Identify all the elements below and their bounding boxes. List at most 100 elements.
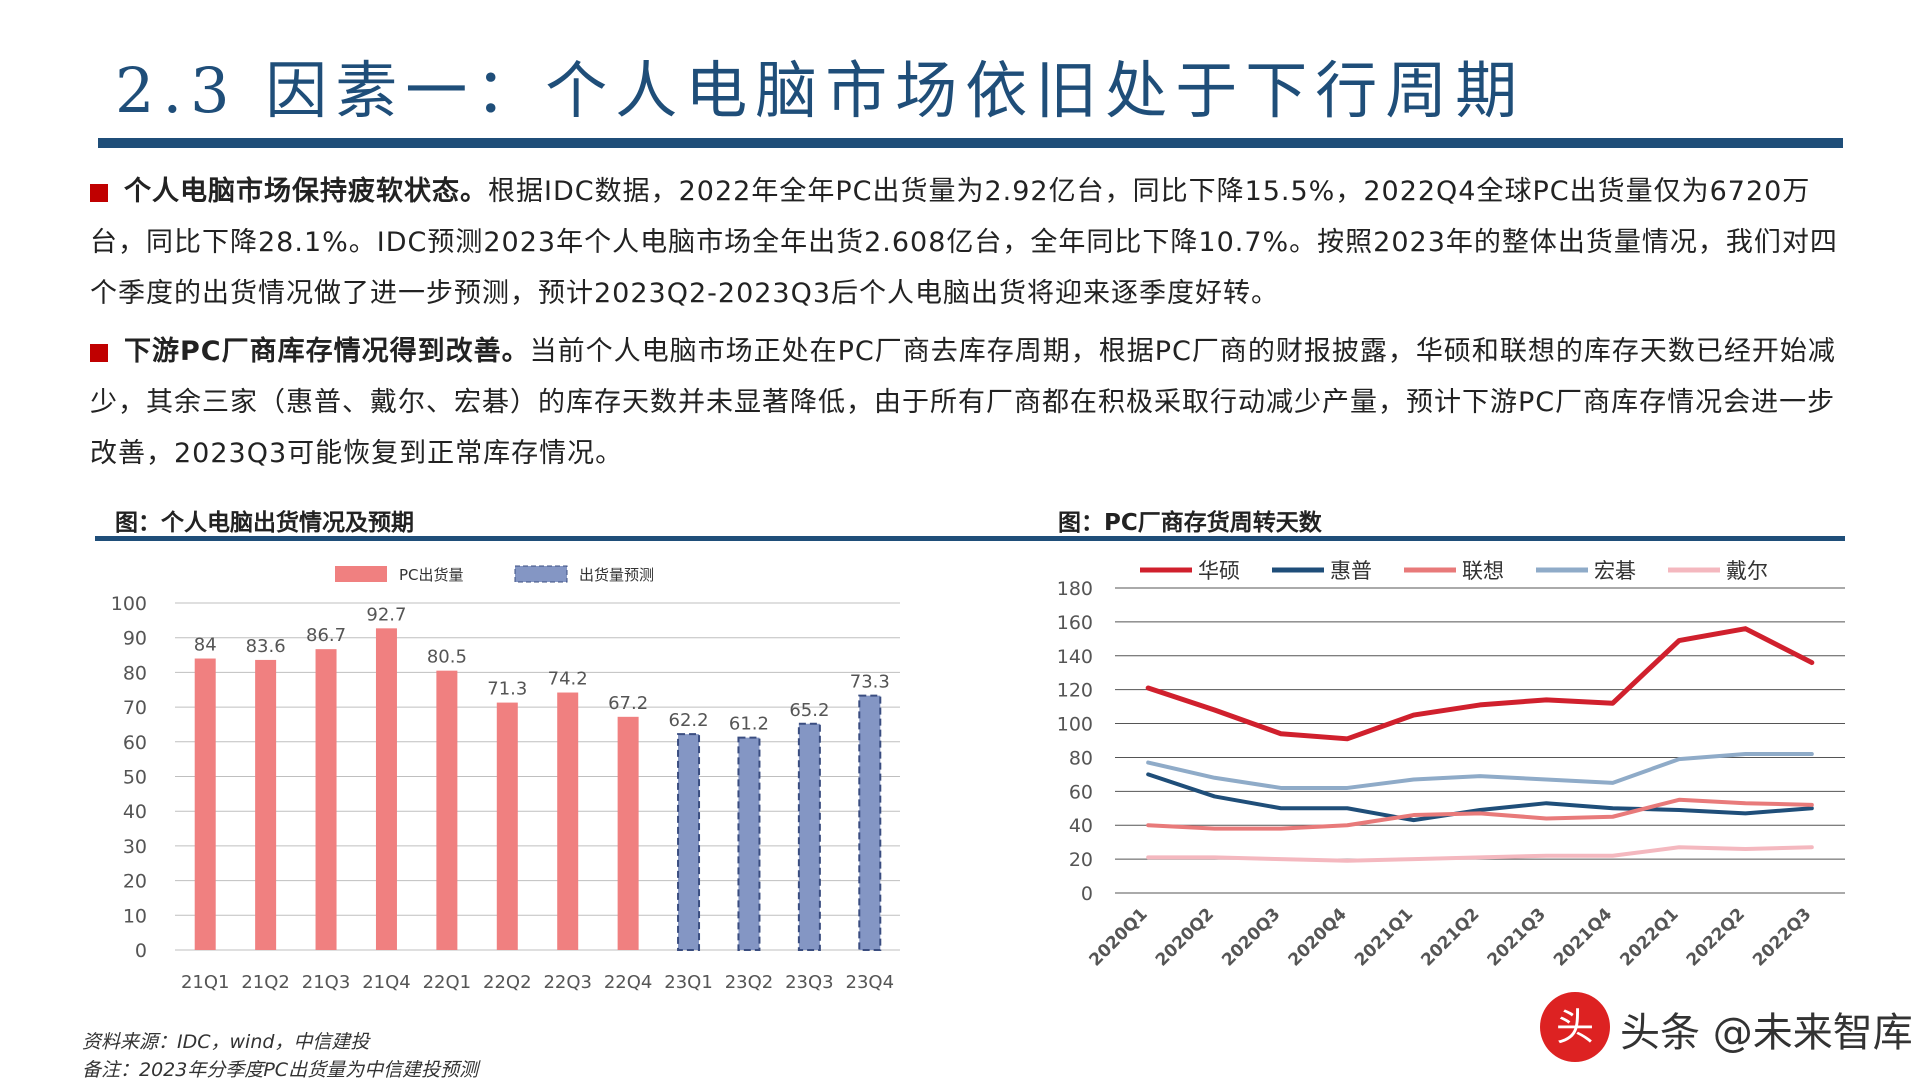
shipments-bar-chart: PC出货量 出货量预测 0 10 20 30 40 50 60 70 80 90 100 84 21Q1 83… — [111, 565, 900, 993]
y-tick-label: 140 — [1057, 646, 1093, 668]
series-line-华硕 — [1145, 626, 1815, 742]
x-tick-label: 22Q2 — [483, 972, 532, 993]
data-label: 61.2 — [729, 714, 769, 735]
data-label: 74.2 — [548, 669, 588, 690]
y-tick-label: 70 — [123, 697, 147, 719]
shipment-bar — [255, 659, 277, 950]
y-tick-label: 180 — [1057, 578, 1093, 600]
y-tick-label: 0 — [1081, 883, 1093, 905]
legend-label: 出货量预测 — [579, 566, 654, 584]
data-label: 67.2 — [608, 693, 648, 714]
shipment-bar — [315, 649, 337, 950]
data-label: 73.3 — [850, 672, 890, 693]
forecast-bar — [858, 694, 882, 951]
y-tick-label: 120 — [1057, 680, 1093, 702]
x-tick-label: 21Q2 — [241, 972, 290, 993]
legend-label: 惠普 — [1330, 559, 1372, 583]
source-line: 资料来源：IDC，wind，中信建投 — [82, 1031, 370, 1053]
legend-label: 联想 — [1462, 559, 1504, 583]
x-tick-label: 23Q1 — [664, 972, 713, 993]
data-label: 92.7 — [366, 604, 406, 625]
y-tick-label: 40 — [1069, 815, 1093, 837]
x-tick-label: 21Q1 — [181, 972, 230, 993]
y-tick-label: 60 — [1069, 781, 1093, 803]
y-tick-label: 0 — [135, 940, 147, 962]
data-label: 65.2 — [789, 700, 829, 721]
data-label: 83.6 — [246, 636, 286, 657]
note-line: 备注：2023年分季度PC出货量为中信建投预测 — [82, 1059, 479, 1081]
data-label: 80.5 — [427, 647, 467, 668]
y-tick-label: 50 — [123, 767, 147, 789]
y-tick-label: 20 — [123, 871, 147, 893]
y-tick-label: 10 — [123, 905, 147, 927]
figure-title-right: 图：PC厂商存货周转天数 — [1058, 510, 1322, 536]
y-tick-label: 30 — [123, 836, 147, 858]
legend-label: 戴尔 — [1726, 559, 1768, 583]
x-tick-label: 2020Q1 — [1086, 904, 1152, 970]
legend-label: PC出货量 — [399, 566, 464, 584]
x-tick-label: 2020Q2 — [1152, 904, 1218, 970]
x-tick-label: 21Q4 — [362, 972, 411, 993]
data-label: 84 — [194, 635, 217, 656]
shipment-bar — [194, 658, 216, 950]
bullet-paragraph-2: 下游PC厂商库存情况得到改善。当前个人电脑市场正处在PC厂商去库存周期，根据PC… — [90, 326, 1860, 479]
x-tick-label: 2021Q4 — [1550, 904, 1616, 970]
x-tick-label: 23Q4 — [846, 972, 895, 993]
shipment-bar — [496, 702, 518, 950]
bullet-square-icon — [90, 183, 108, 202]
x-tick-label: 2022Q3 — [1749, 904, 1815, 970]
x-tick-label: 22Q4 — [604, 972, 653, 993]
x-tick-label: 2021Q2 — [1417, 904, 1483, 970]
y-tick-label: 100 — [1057, 714, 1093, 736]
series-line-宏碁 — [1146, 752, 1814, 790]
figure-divider — [95, 536, 1845, 541]
x-tick-label: 23Q2 — [725, 972, 774, 993]
x-tick-label: 2020Q4 — [1285, 904, 1351, 970]
inventory-days-line-chart: 0 20 40 60 80 100 120 140 160 180 华硕 惠普 联想 宏碁 戴尔 2020Q1… — [1057, 559, 1845, 971]
y-tick-label: 20 — [1069, 849, 1093, 871]
data-label: 62.2 — [669, 710, 709, 731]
bullet-text: 根据IDC数据，2022年全年PC出货量为2.92亿台，同比下降15.5%，20… — [90, 176, 1838, 309]
bullet-text: 当前个人电脑市场正处在PC厂商去库存周期，根据PC厂商的财报披露，华硕和联想的库… — [90, 336, 1836, 469]
bullet-lead: 下游PC厂商库存情况得到改善。 — [124, 336, 530, 367]
y-tick-label: 100 — [111, 593, 147, 615]
title-divider — [98, 138, 1843, 148]
x-tick-label: 2022Q2 — [1683, 904, 1749, 970]
x-tick-label: 22Q3 — [543, 972, 592, 993]
data-label: 71.3 — [487, 679, 527, 700]
watermark-text: 头条 @未来智库 — [1620, 1010, 1913, 1056]
y-tick-label: 80 — [1069, 747, 1093, 769]
series-line-惠普 — [1146, 772, 1814, 823]
forecast-bar — [797, 722, 821, 951]
forecast-bar — [737, 736, 761, 951]
y-tick-label: 60 — [123, 732, 147, 754]
forecast-bar — [677, 733, 701, 951]
shipment-bar — [375, 628, 397, 950]
legend-label: 华硕 — [1198, 559, 1240, 583]
x-tick-label: 21Q3 — [302, 972, 351, 993]
bullet-lead: 个人电脑市场保持疲软状态。 — [124, 176, 488, 207]
figure-title-left: 图：个人电脑出货情况及预期 — [115, 510, 414, 536]
x-tick-label: 2021Q3 — [1484, 904, 1550, 970]
y-tick-label: 40 — [123, 801, 147, 823]
legend-label: 宏碁 — [1594, 559, 1636, 583]
y-tick-label: 160 — [1057, 612, 1093, 634]
data-label: 86.7 — [306, 625, 346, 646]
x-tick-label: 2022Q1 — [1616, 904, 1682, 970]
x-tick-label: 22Q1 — [423, 972, 472, 993]
page-title: 2.3 因素一：个人电脑市场依旧处于下行周期 — [115, 54, 1526, 127]
series-line-戴尔 — [1146, 845, 1814, 863]
bullet-square-icon — [90, 343, 108, 362]
legend-swatch — [514, 565, 568, 583]
legend-swatch — [335, 566, 387, 582]
bullet-paragraph-1: 个人电脑市场保持疲软状态。根据IDC数据，2022年全年PC出货量为2.92亿台… — [90, 166, 1860, 319]
x-tick-label: 2021Q1 — [1351, 904, 1417, 970]
series-line-联想 — [1146, 797, 1814, 831]
shipment-bar — [557, 692, 579, 950]
source-notes: 资料来源：IDC，wind，中信建投 备注：2023年分季度PC出货量为中信建投… — [82, 1028, 478, 1084]
x-tick-label: 2020Q3 — [1218, 904, 1284, 970]
y-tick-label: 90 — [123, 628, 147, 650]
x-tick-label: 23Q3 — [785, 972, 834, 993]
shipment-bar — [436, 670, 458, 950]
watermark-logo: 头 — [1540, 992, 1610, 1062]
